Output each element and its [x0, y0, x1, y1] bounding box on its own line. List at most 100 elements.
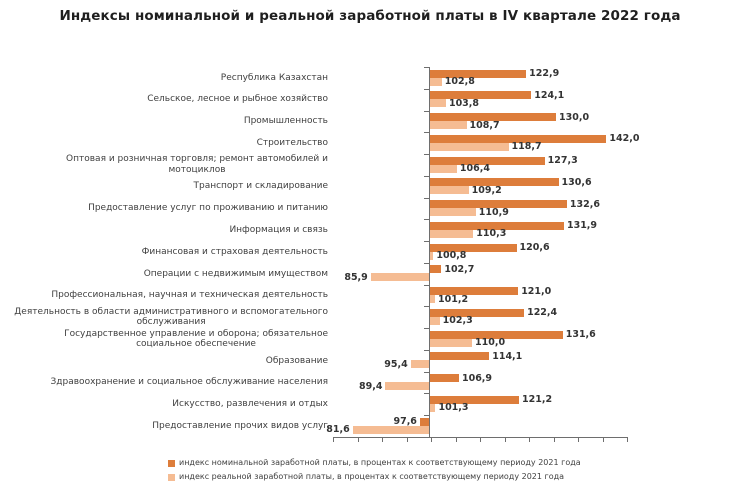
category-axis-tick [424, 349, 429, 351]
value-label: 132,6 [569, 198, 600, 210]
bar-nominal [419, 417, 430, 426]
category-label: Оптовая и розничная торговля; ремонт авт… [8, 154, 328, 176]
value-axis-tick [553, 437, 555, 442]
value-axis-tick [382, 437, 383, 442]
bar-nominal [430, 134, 607, 143]
category-label-text: Здравоохранение и социальное обслуживани… [50, 377, 328, 388]
bar-real [430, 142, 509, 151]
category-label: Республика Казахстан [8, 67, 328, 89]
category-label: Сельское, лесное и рыбное хозяйство [8, 89, 328, 111]
value-label: 101,3 [438, 402, 469, 414]
bar-real [430, 316, 440, 325]
bar-real [430, 338, 472, 347]
value-label: 124,1 [534, 89, 565, 101]
bar-nominal [430, 374, 459, 383]
bar-nominal [430, 113, 556, 122]
chart-title: Индексы номинальной и реальной заработно… [59, 8, 681, 24]
value-label: 130,6 [561, 176, 592, 188]
category-label-text: Финансовая и страховая деятельность [141, 246, 328, 257]
bar-real [430, 121, 467, 130]
value-label: 108,7 [469, 119, 500, 131]
category-axis-tick [424, 284, 429, 286]
value-axis-tick [602, 437, 604, 442]
bar-nominal [430, 178, 559, 187]
bar-real [370, 273, 430, 282]
value-axis-tick [333, 437, 334, 442]
legend-swatch-nominal [168, 459, 175, 467]
category-axis-tick [424, 219, 429, 221]
value-axis-tick [504, 437, 506, 442]
bar-real [410, 360, 430, 369]
category-label: Промышленность [8, 111, 328, 133]
category-axis-tick [424, 154, 429, 156]
category-label-text: Транспорт и складирование [193, 181, 328, 192]
bar-real [430, 186, 469, 195]
bar-nominal [430, 287, 519, 296]
value-label: 102,3 [442, 315, 473, 327]
category-axis-line [429, 67, 430, 438]
category-axis-tick [424, 67, 429, 68]
value-label: 127,3 [547, 155, 578, 167]
bar-real [430, 77, 442, 86]
category-label: Деятельность в области административного… [8, 306, 328, 328]
bar-nominal [430, 243, 517, 252]
value-label: 106,9 [461, 372, 493, 384]
value-label: 89,4 [359, 380, 383, 392]
value-axis-tick [357, 437, 359, 442]
value-label: 81,6 [326, 424, 350, 436]
value-axis-tick [431, 437, 432, 442]
value-axis-tick [578, 437, 579, 442]
value-label: 110,9 [478, 206, 509, 218]
legend-swatch-real [168, 473, 175, 481]
bar-real [430, 295, 436, 304]
category-label: Финансовая и страховая деятельность [8, 241, 328, 263]
value-label: 120,6 [519, 242, 550, 254]
value-label: 102,7 [444, 263, 475, 275]
value-axis-tick [627, 437, 628, 442]
value-label: 110,3 [476, 228, 507, 240]
category-axis-tick [424, 306, 429, 308]
value-label: 101,2 [438, 293, 469, 305]
value-label: 131,6 [565, 329, 596, 341]
category-label: Строительство [8, 132, 328, 154]
value-label: 122,4 [527, 307, 558, 319]
category-label: Образование [8, 350, 328, 372]
legend-item-nominal: индекс номинальной заработной платы, в п… [168, 458, 581, 468]
category-label-text: Оптовая и розничная торговля; ремонт авт… [66, 154, 328, 175]
category-axis-tick [424, 328, 429, 330]
category-axis-tick [424, 241, 429, 243]
bar-real [430, 99, 446, 108]
category-label-text: Искусство, развлечения и отдых [172, 399, 328, 410]
category-label: Информация и связь [8, 219, 328, 241]
bar-nominal [430, 330, 563, 339]
value-label: 97,6 [393, 416, 417, 428]
category-label: Здравоохранение и социальное обслуживани… [8, 372, 328, 394]
value-label: 142,0 [609, 133, 640, 145]
bar-real [430, 164, 457, 173]
category-label-text: Промышленность [243, 116, 328, 127]
value-label: 130,0 [559, 111, 590, 123]
category-label: Искусство, развлечения и отдых [8, 393, 328, 415]
category-axis-tick [424, 110, 429, 112]
legend-label-real: индекс реальной заработной платы, в проц… [179, 472, 565, 481]
bar-nominal [430, 91, 532, 100]
category-label: Операции с недвижимым имуществом [8, 263, 328, 285]
value-label: 109,2 [471, 184, 502, 196]
category-axis-tick [424, 197, 429, 199]
bar-real [430, 251, 434, 260]
value-label: 103,8 [448, 97, 480, 109]
category-axis-tick [424, 371, 429, 373]
bar-nominal [430, 395, 520, 404]
category-label: Профессиональная, научная и техническая … [8, 285, 328, 307]
value-axis-tick [455, 437, 457, 442]
value-label: 121,0 [521, 285, 552, 297]
category-label-text: Строительство [256, 137, 328, 148]
bar-real [430, 229, 474, 238]
value-axis-tick [406, 437, 408, 442]
category-label-text: Деятельность в области административного… [14, 306, 328, 328]
value-label: 131,9 [566, 220, 598, 232]
value-label: 110,0 [475, 337, 506, 349]
category-axis-tick [424, 132, 429, 134]
bar-real [430, 208, 476, 217]
category-axis-tick [424, 262, 429, 264]
